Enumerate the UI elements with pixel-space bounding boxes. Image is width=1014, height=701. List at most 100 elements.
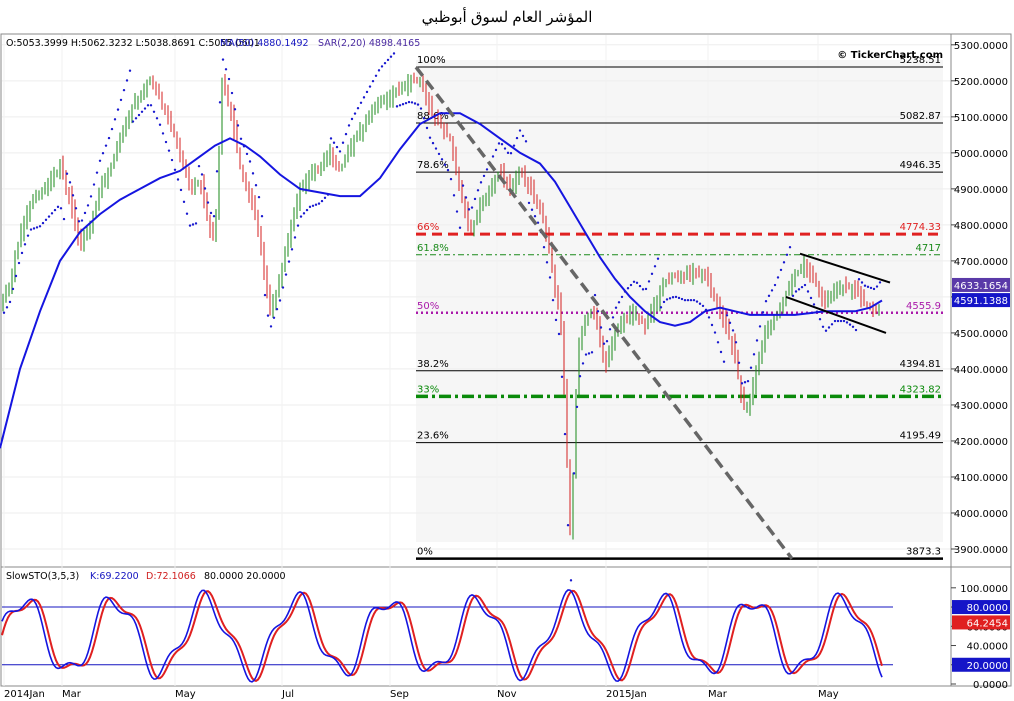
sar-dot [221,58,225,61]
sar-dot [131,120,135,123]
stoch-tag [952,657,1010,672]
sar-dot [704,308,708,312]
sar-dot [497,142,501,145]
sar-dot [875,285,879,288]
sar-dot [779,268,783,272]
sar-dot [695,300,699,303]
sar-dot [425,126,429,130]
sar-dot [464,196,468,199]
sar-dot [845,321,849,324]
sar-dot [191,223,195,226]
sar-dot [41,221,45,225]
sar-dot [671,296,675,299]
sar-dot [542,246,546,249]
sar-dot [371,79,375,83]
watermark: © TickerChart.com [837,50,943,61]
sar-dot [749,366,753,369]
sar-dot [770,289,774,292]
sar-dot [431,141,435,145]
sar-dot [68,181,72,184]
sar-dot [161,132,165,135]
sar-dot [521,134,525,138]
sar-dot [143,107,147,110]
sar-dot [662,300,666,304]
sar-dot [305,208,309,212]
stoch-tag [952,600,1010,615]
sar-dot [755,339,759,342]
sar-dot [119,98,123,102]
sar-dot [827,326,831,329]
fib-value-label: 4195.49 [900,431,941,442]
sar-dot [341,141,345,144]
sar-dot [650,272,654,276]
sar-dot [572,472,576,475]
sar-dot [299,215,303,218]
sar-dot [629,283,633,287]
sar-dot [518,129,522,132]
sar-dot [230,91,234,95]
stoch-k-line [1,589,883,683]
sar-dot [50,212,54,215]
channel-upper [799,252,891,284]
ma-readout: MA(50) 4880.1492 [220,38,309,49]
sar-dot [848,323,852,326]
fib-value-label: 4323.82 [900,384,941,395]
fib-pct-label: 0% [417,547,433,558]
sar-dot [836,319,840,323]
sar-dot [830,323,834,326]
x-tick-label: Sep [390,689,409,700]
sar-dot [353,112,357,115]
sar-dot [113,118,117,121]
x-tick-label: Mar [62,689,82,700]
sar-dot [167,149,171,152]
x-tick-label: 2015Jan [606,689,647,700]
sar-dot [173,168,177,171]
stoch-panel [0,566,952,687]
sar-dot [11,287,15,291]
sar-dot [548,276,552,279]
sar-dot [833,319,837,323]
fib-value-label: 5238.51 [900,55,941,66]
sar-dot [878,281,882,284]
sar-dot [665,298,669,301]
sar-dot [851,325,855,328]
sar-dot [737,361,741,365]
sar-dot [758,325,762,328]
sar-dot [614,306,618,309]
sar-dot [470,206,474,209]
sar-dot [242,145,246,148]
sar-dot [788,246,792,249]
price-tag-label: 4591.1388 [954,296,1008,307]
sar-dot [677,296,681,300]
sar-dot [515,136,519,140]
sar-dot [635,281,639,285]
stoch-tick-label: 40.0000 [967,642,1008,653]
sar-dot [476,189,480,192]
sar-dot [182,200,186,204]
sar-dot [710,323,714,327]
sar-dot [512,144,516,147]
sar-dot [248,160,252,163]
sar-dot [818,318,822,321]
sar-dot [740,382,744,385]
sar-dot [293,236,297,239]
sar-dot [656,257,660,260]
sar-dot [746,379,750,383]
sar-dot [233,108,237,111]
stoch-k-readout: K:69.2200 [90,571,139,582]
sar-dot [239,137,243,140]
y-tick-label: 3900.0000 [954,545,1008,556]
sar-dot [491,155,495,158]
sar-dot [170,158,174,162]
stoch-tag [952,615,1010,630]
y-tick-label: 4100.0000 [954,473,1008,484]
sar-dot [455,210,459,213]
sar-dot [803,283,807,287]
sar-dot [392,52,396,55]
x-tick-label: May [175,689,196,700]
stoch-levels-readout: 80.0000 20.0000 [204,571,286,582]
sar-dot [623,290,627,293]
sar-dot [566,524,570,527]
sar-dot [440,158,444,161]
